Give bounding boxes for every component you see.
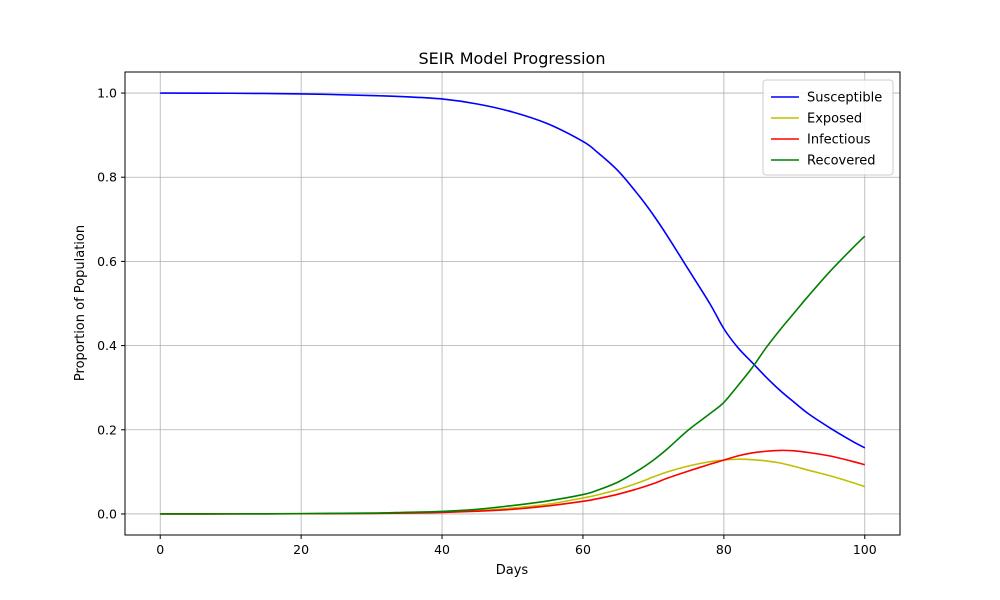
- chart-title: SEIR Model Progression: [419, 49, 606, 68]
- x-tick-label: 20: [293, 542, 309, 557]
- legend-label-susceptible: Susceptible: [807, 91, 882, 106]
- y-tick-label: 0.8: [97, 170, 117, 185]
- legend: Susceptible Exposed Infectious Recovered: [762, 79, 894, 176]
- series-line-susceptible: [160, 92, 866, 449]
- x-tick-label: 100: [853, 542, 877, 557]
- y-ticks: 0.0 0.2 0.4 0.6 0.8 1.0: [97, 86, 125, 521]
- x-axis-label: Days: [496, 563, 529, 578]
- series-line-recovered: [160, 235, 866, 515]
- legend-label-exposed: Exposed: [807, 112, 862, 127]
- plot-frame: [124, 71, 901, 536]
- y-tick-label: 0.0: [97, 506, 117, 521]
- x-tick-label: 0: [156, 542, 164, 557]
- legend-box: [762, 79, 894, 176]
- y-tick-label: 0.4: [97, 338, 117, 353]
- y-tick-label: 1.0: [97, 86, 117, 101]
- x-tick-label: 40: [434, 542, 450, 557]
- x-tick-label: 60: [575, 542, 591, 557]
- legend-label-infectious: Infectious: [807, 133, 871, 148]
- x-tick-label: 80: [716, 542, 732, 557]
- x-ticks: 0 20 40 60 80 100: [156, 535, 877, 557]
- series-layer: [160, 92, 866, 515]
- legend-label-recovered: Recovered: [807, 154, 876, 169]
- y-tick-label: 0.2: [97, 422, 117, 437]
- y-axis-label: Proportion of Population: [73, 225, 88, 381]
- y-tick-label: 0.6: [97, 254, 117, 269]
- series-line-infectious: [160, 449, 865, 515]
